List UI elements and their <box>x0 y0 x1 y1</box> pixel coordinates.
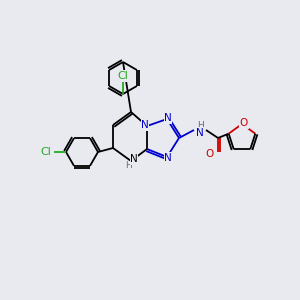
Text: N: N <box>130 154 138 164</box>
Text: N: N <box>164 153 172 163</box>
Text: N: N <box>164 113 172 123</box>
Text: H: H <box>196 122 203 130</box>
Text: Cl: Cl <box>40 147 51 157</box>
Text: N: N <box>196 128 204 138</box>
Text: O: O <box>206 149 214 159</box>
Text: H: H <box>126 161 132 170</box>
Text: Cl: Cl <box>118 71 128 81</box>
Text: O: O <box>240 118 248 128</box>
Text: N: N <box>141 120 149 130</box>
